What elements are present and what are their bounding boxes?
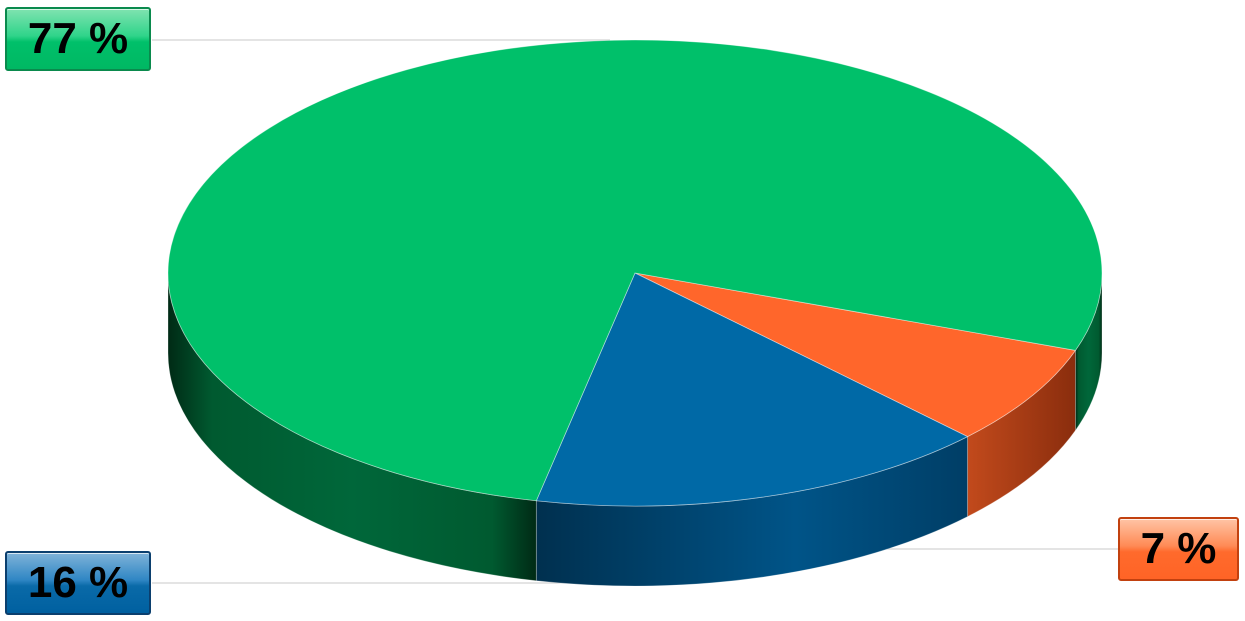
data-label-7: 7 % [1118,517,1239,581]
data-label-16: 16 % [5,551,151,615]
data-label-77: 77 % [5,7,151,71]
pie-slice-77 [167,39,1103,502]
pie-slice-16 [535,272,969,507]
pie-tops [167,39,1103,507]
pie-slice-7 [634,272,1077,438]
